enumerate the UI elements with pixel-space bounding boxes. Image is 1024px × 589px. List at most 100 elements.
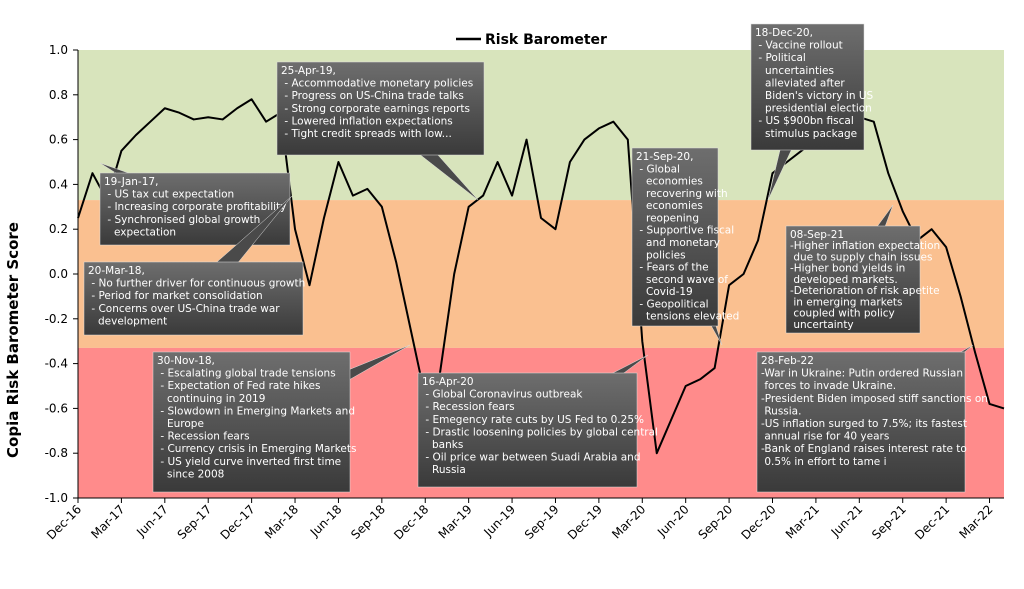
callout-text: - Recession fears [422, 401, 515, 413]
callout-text: - Emegency rate cuts by US Fed to 0.25% [422, 414, 644, 426]
callout: 28-Feb-22-War in Ukraine: Putin ordered … [756, 344, 988, 493]
callout-text: forces to invade Ukraine. [761, 380, 896, 392]
callout-box [276, 61, 485, 156]
callout-text: coupled with policy [790, 308, 895, 320]
callout-text: -Deterioration of risk apetite [790, 285, 940, 297]
callout-text: - Drastic loosening policies by global c… [422, 426, 658, 438]
callout-text: 19-Jan-17, [104, 176, 158, 188]
callout-box [631, 147, 719, 327]
callout-box [152, 351, 351, 493]
callout-text: - US $900bn fiscal [755, 115, 854, 127]
y-tick-label: 0.4 [49, 177, 68, 191]
x-tick-label: Mar-17 [88, 502, 127, 541]
y-axis-label: Copia Risk Barometer Score [4, 222, 22, 458]
callout-text: Biden's victory in US [755, 90, 874, 102]
callout-text: economies [636, 200, 703, 212]
x-tick-label: Jun-17 [133, 502, 171, 540]
callout-text: -Higher inflation expectation [790, 240, 940, 252]
callout-text: - Global Coronavirus outbreak [422, 389, 583, 401]
callout: 21-Sep-20, - Global economies recovering… [631, 147, 739, 346]
x-tick-label: Jun-19 [480, 502, 518, 540]
callout-text: expectation [104, 226, 176, 238]
callout-text: developed markets. [790, 274, 898, 286]
callout: 16-Apr-20 - Global Coronavirus outbreak … [417, 354, 658, 488]
callout-text: -Higher bond yields in [790, 263, 905, 275]
y-tick-label: -0.4 [45, 357, 68, 371]
x-tick-label: Sep-20 [695, 502, 735, 542]
y-tick-label: 0.0 [49, 267, 68, 281]
callout-text: annual rise for 40 years [761, 431, 889, 443]
callout-text: - US yield curve inverted first time [157, 456, 341, 468]
callout-text: - Expectation of Fed rate hikes [157, 380, 320, 392]
x-tick-label: Sep-18 [348, 502, 388, 542]
callout-text: economies [636, 176, 703, 188]
callout-text: - Geopolitical [636, 298, 709, 310]
callout-text: second wave of [636, 274, 728, 286]
x-tick-label: Dec-18 [391, 502, 431, 542]
callout-text: -US inflation surged to 7.5%; its fastes… [761, 418, 967, 430]
callout-text: in emerging markets [790, 296, 903, 308]
x-tick-label: Mar-21 [783, 502, 822, 541]
callout-box [417, 372, 638, 488]
callout-text: alleviated after [755, 77, 845, 89]
x-tick-label: Dec-16 [44, 502, 84, 542]
callout-text: 30-Nov-18, [157, 355, 215, 367]
callout-box [756, 351, 966, 493]
callout-text: - Concerns over US-China trade war [88, 303, 280, 315]
callout-text: - Escalating global trade tensions [157, 368, 336, 380]
callout-text: - Oil price war between Suadi Arabia and [422, 452, 641, 464]
y-tick-label: -0.2 [45, 312, 68, 326]
callout-box [750, 23, 865, 151]
callout-text: development [88, 315, 167, 327]
callout-text: -War in Ukraine: Putin ordered Russian [761, 368, 963, 380]
y-tick-label: -0.6 [45, 401, 68, 415]
callout-box [785, 225, 921, 334]
callout-text: - Currency crisis in Emerging Markets [157, 443, 356, 455]
x-tick-label: Dec-17 [218, 502, 258, 542]
callout-text: uncertainties [755, 65, 834, 77]
callout-text: presidential election [755, 103, 872, 115]
y-tick-label: 0.2 [49, 222, 68, 236]
callout: 20-Mar-18, - No further driver for conti… [83, 195, 305, 336]
callout-text: Europe [157, 418, 204, 430]
x-tick-label: Dec-20 [738, 502, 778, 542]
callout-text: - Strong corporate earnings reports [281, 103, 470, 115]
callout-text: - Vaccine rollout [755, 40, 843, 52]
x-tick-label: Jun-21 [828, 502, 866, 540]
x-tick-label: Sep-19 [522, 502, 562, 542]
x-tick-label: Mar-20 [609, 502, 648, 541]
callout: 30-Nov-18, - Escalating global trade ten… [152, 344, 411, 493]
callout-text: -Bank of England raises interest rate to [761, 443, 967, 455]
callout-text: - Period for market consolidation [88, 290, 263, 302]
callout-text: - Progress on US-China trade talks [281, 90, 464, 102]
callout-text: - Tight credit spreads with low... [281, 128, 452, 140]
callout-text: 28-Feb-22 [761, 355, 814, 367]
callout-text: uncertainty [790, 319, 854, 331]
x-tick-label: Mar-22 [956, 502, 995, 541]
y-tick-label: 0.6 [49, 133, 68, 147]
callout-text: 21-Sep-20, [636, 151, 693, 163]
callout-text: - Increasing corporate profitability [104, 201, 286, 213]
callout: 08-Sep-21-Higher inflation expectation d… [785, 204, 940, 334]
x-tick-label: Sep-21 [869, 502, 909, 542]
callout-text: - Lowered inflation expectations [281, 115, 453, 127]
callout: 19-Jan-17, - US tax cut expectation - In… [99, 162, 291, 246]
callout-text: 08-Sep-21 [790, 229, 844, 241]
callout-text: - Synchronised global growth [104, 214, 260, 226]
callout: 25-Apr-19, - Accommodative monetary poli… [276, 61, 485, 201]
callout-text: Covid-19 [636, 286, 693, 298]
callout-text: tensions elevated [636, 311, 739, 323]
callout-text: recovering with [636, 188, 728, 200]
y-tick-label: 1.0 [49, 43, 68, 57]
callout-text: -President Biden imposed stiff sanctions… [761, 393, 988, 405]
y-tick-label: 0.8 [49, 88, 68, 102]
y-tick-label: -0.8 [45, 446, 68, 460]
callout-text: banks [422, 439, 463, 451]
x-tick-label: Mar-19 [436, 502, 475, 541]
x-tick-label: Dec-21 [912, 502, 952, 542]
callout-text: - No further driver for continuous growt… [88, 278, 305, 290]
x-tick-label: Sep-17 [175, 502, 215, 542]
callout-text: - Supportive fiscal [636, 225, 734, 237]
x-tick-label: Jun-20 [654, 502, 692, 540]
